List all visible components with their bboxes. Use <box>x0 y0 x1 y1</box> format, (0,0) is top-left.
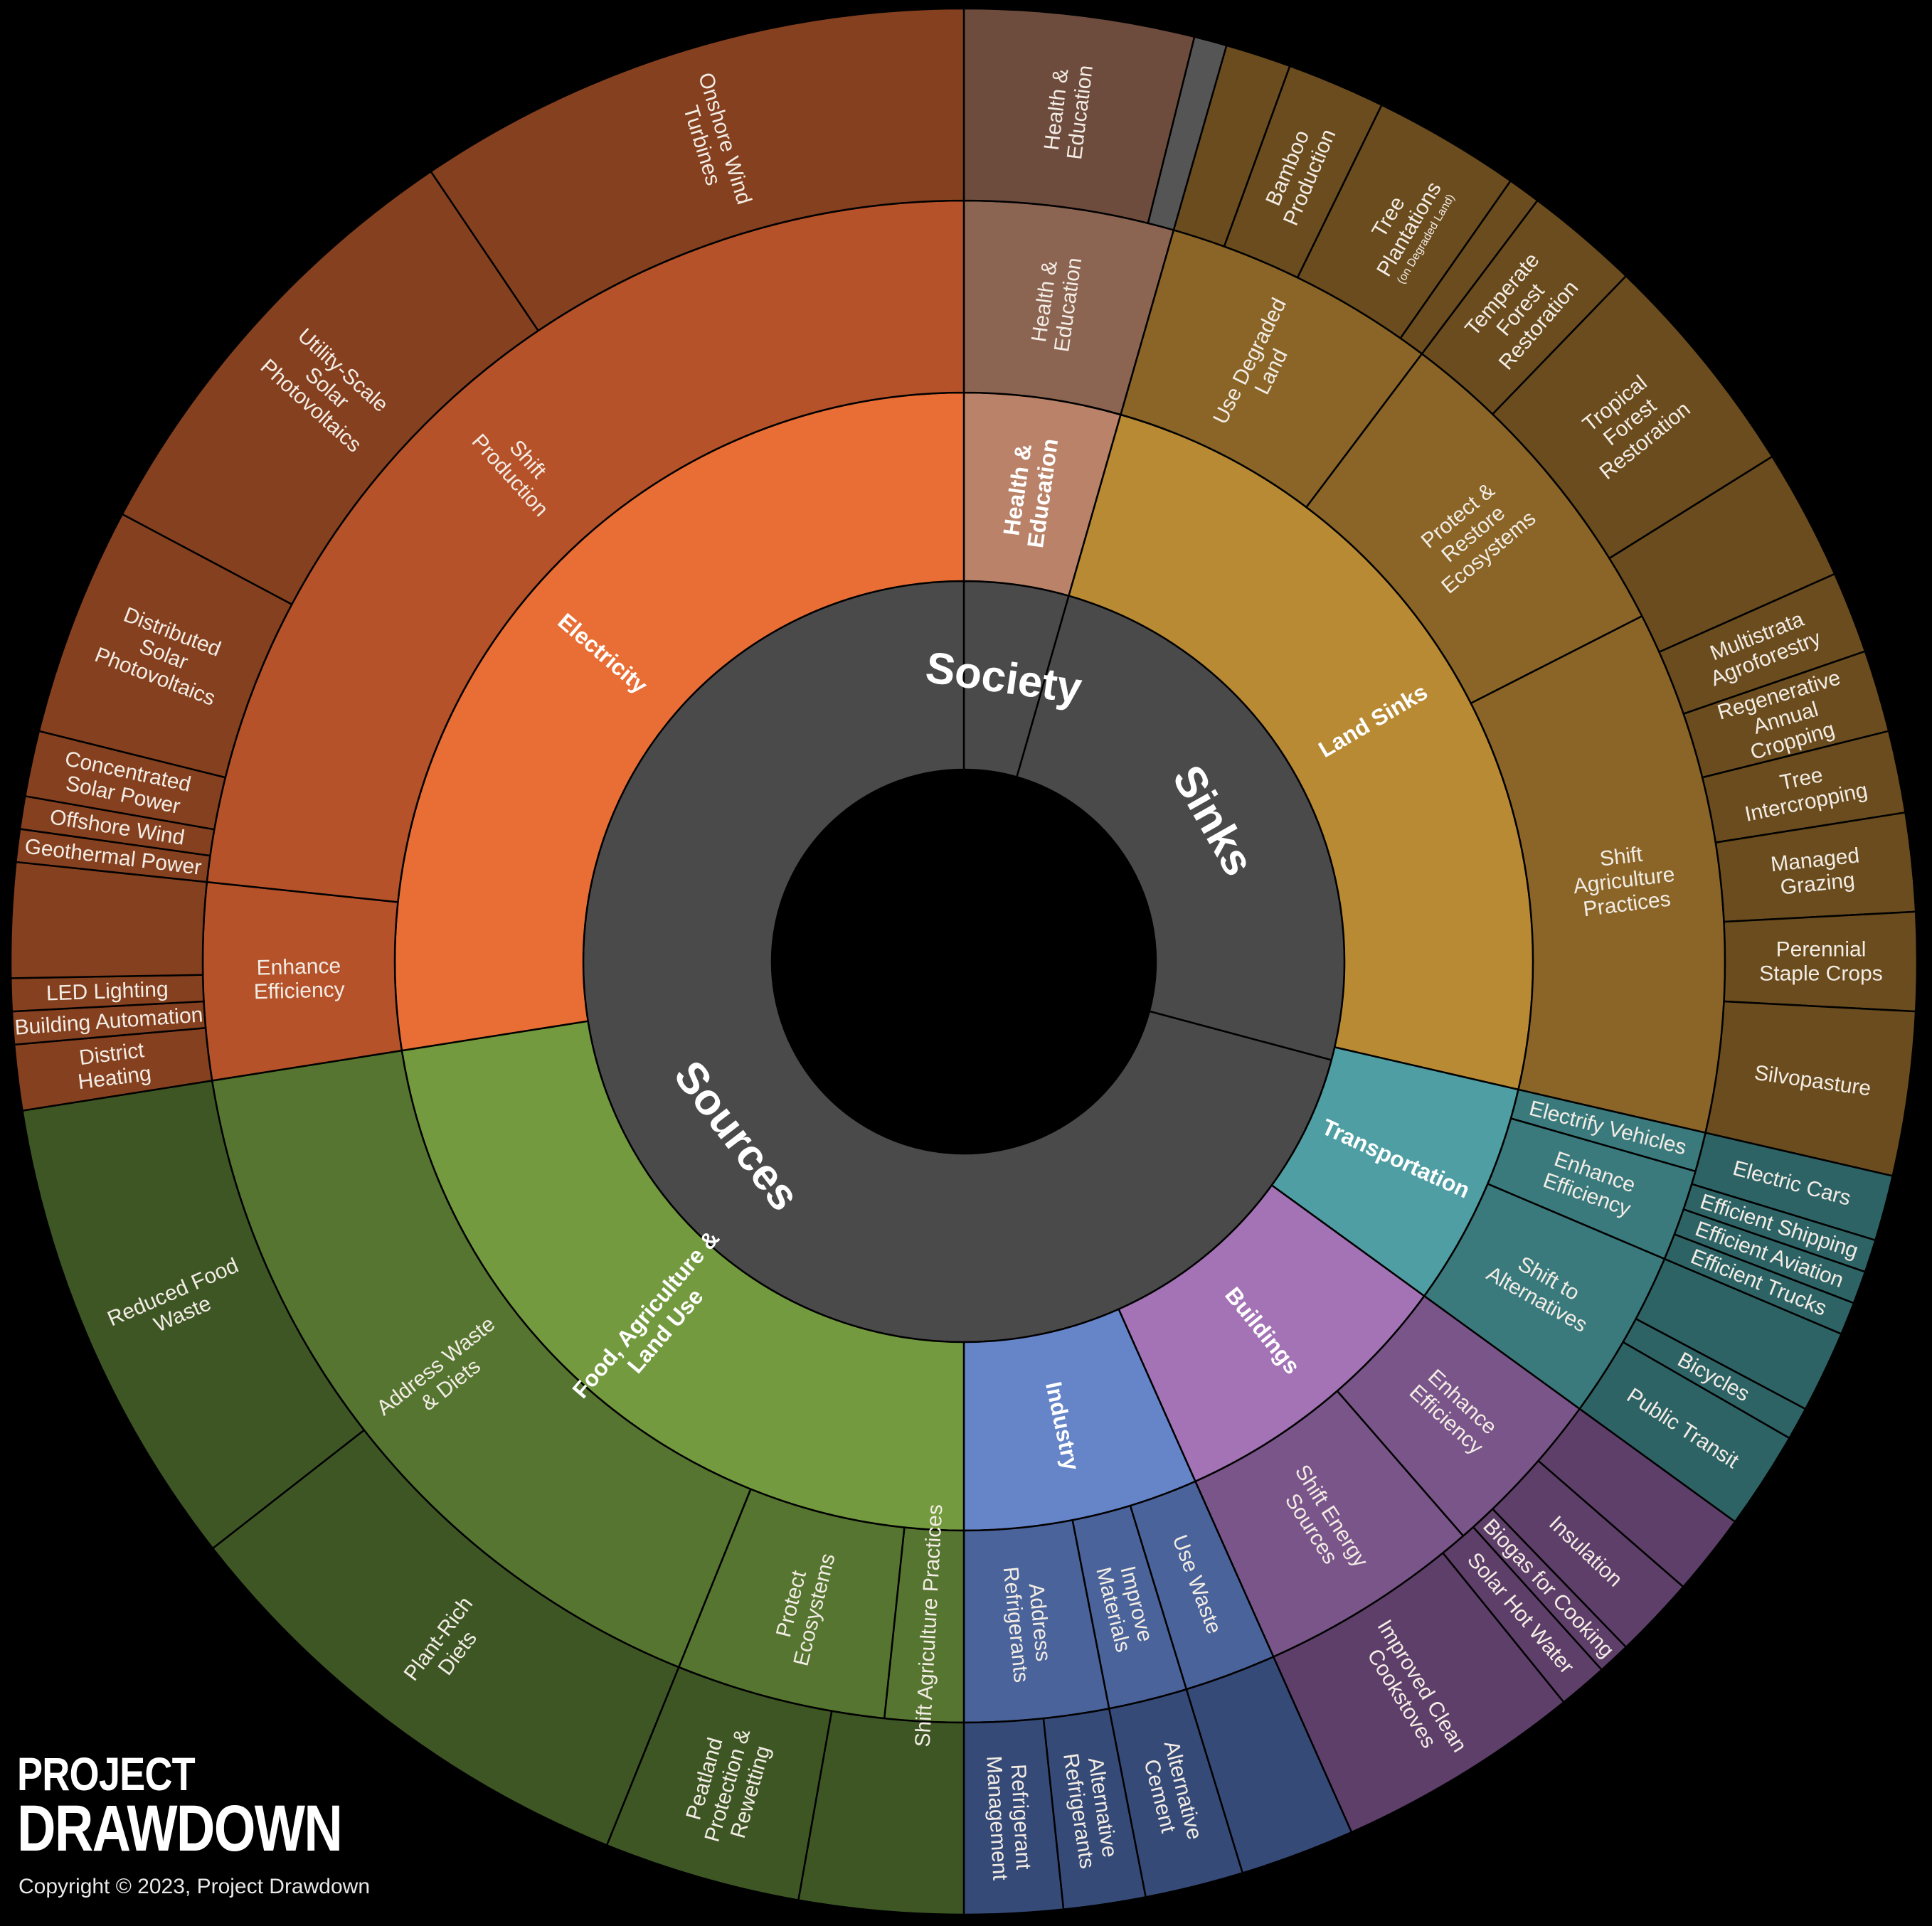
segment-level3-onshore-wind-turbines[interactable] <box>429 7 965 332</box>
label-level2-enhance-efficiency-line0: Enhance <box>256 954 341 980</box>
center-hole <box>773 771 1155 1152</box>
label-level3-perennial-staple-crops-line1: Staple Crops <box>1759 962 1882 985</box>
label-level3-refrigerant-management-line0: Refrigerant <box>1006 1764 1035 1871</box>
logo-line1: PROJECT <box>17 1747 196 1800</box>
project-drawdown-logo: PROJECT DRAWDOWN <box>17 1747 413 1865</box>
label-group-led-lighting: LED Lighting <box>46 978 169 1006</box>
label-level3-led-lighting-line0: LED Lighting <box>46 978 169 1006</box>
logo-line2: DRAWDOWN <box>17 1792 343 1865</box>
copyright-text: Copyright © 2023, Project Drawdown <box>18 1875 371 1898</box>
label-level2-enhance-efficiency-line1: Efficiency <box>253 978 345 1004</box>
label-level2-shift-agriculture-practices-line0: Shift <box>1598 843 1644 871</box>
label-level3-perennial-staple-crops-line0: Perennial <box>1776 938 1867 962</box>
